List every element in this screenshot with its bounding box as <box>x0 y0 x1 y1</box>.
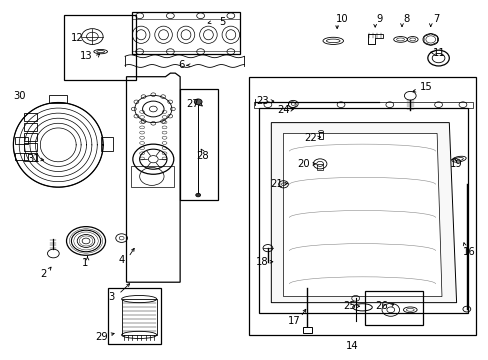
Text: 11: 11 <box>432 48 445 58</box>
Text: 1: 1 <box>81 258 87 268</box>
Polygon shape <box>126 73 180 282</box>
Text: 29: 29 <box>95 332 108 342</box>
Polygon shape <box>132 12 239 54</box>
Bar <box>24 133 37 141</box>
Text: 17: 17 <box>287 316 300 325</box>
Text: 9: 9 <box>376 14 383 24</box>
Text: 22: 22 <box>304 133 316 143</box>
Text: 30: 30 <box>13 91 25 101</box>
Text: 16: 16 <box>462 247 474 257</box>
Polygon shape <box>367 34 382 44</box>
Text: 10: 10 <box>335 14 347 24</box>
Text: 6: 6 <box>178 60 184 70</box>
Bar <box>249 77 475 335</box>
Text: 12: 12 <box>71 33 84 43</box>
Text: 20: 20 <box>297 159 310 169</box>
Polygon shape <box>254 102 472 108</box>
Text: 19: 19 <box>449 159 462 169</box>
Circle shape <box>194 99 202 105</box>
Text: 23: 23 <box>256 96 268 106</box>
Bar <box>24 153 37 161</box>
Text: 4: 4 <box>118 255 124 265</box>
Bar <box>122 299 157 335</box>
Text: 24: 24 <box>277 105 289 115</box>
Bar <box>180 89 218 200</box>
Bar <box>24 113 37 121</box>
Text: 21: 21 <box>270 179 283 189</box>
Text: 3: 3 <box>108 292 115 302</box>
Polygon shape <box>271 123 456 303</box>
Circle shape <box>195 193 200 197</box>
Polygon shape <box>259 108 467 313</box>
Text: 28: 28 <box>196 150 209 161</box>
Text: 18: 18 <box>256 257 268 267</box>
Bar <box>365 291 422 325</box>
Text: 8: 8 <box>403 14 409 24</box>
Text: 5: 5 <box>219 17 225 27</box>
Bar <box>316 163 323 170</box>
Bar <box>108 288 160 344</box>
Text: 7: 7 <box>432 14 438 24</box>
Text: 27: 27 <box>185 99 198 109</box>
Text: 13: 13 <box>80 51 92 61</box>
Bar <box>24 143 37 151</box>
Text: 2: 2 <box>41 269 47 279</box>
Bar <box>303 327 311 333</box>
Bar <box>318 132 323 139</box>
Bar <box>64 15 136 80</box>
Polygon shape <box>283 134 441 297</box>
Polygon shape <box>15 137 27 144</box>
Text: 31: 31 <box>27 154 40 164</box>
Polygon shape <box>131 166 173 187</box>
Polygon shape <box>15 153 27 160</box>
Bar <box>367 34 374 44</box>
Bar <box>24 123 37 131</box>
Text: 25: 25 <box>342 301 355 311</box>
Text: 15: 15 <box>419 82 432 92</box>
Polygon shape <box>101 137 113 151</box>
Circle shape <box>149 106 157 112</box>
Polygon shape <box>49 95 67 103</box>
Text: 26: 26 <box>375 301 387 311</box>
Text: 14: 14 <box>345 341 357 351</box>
